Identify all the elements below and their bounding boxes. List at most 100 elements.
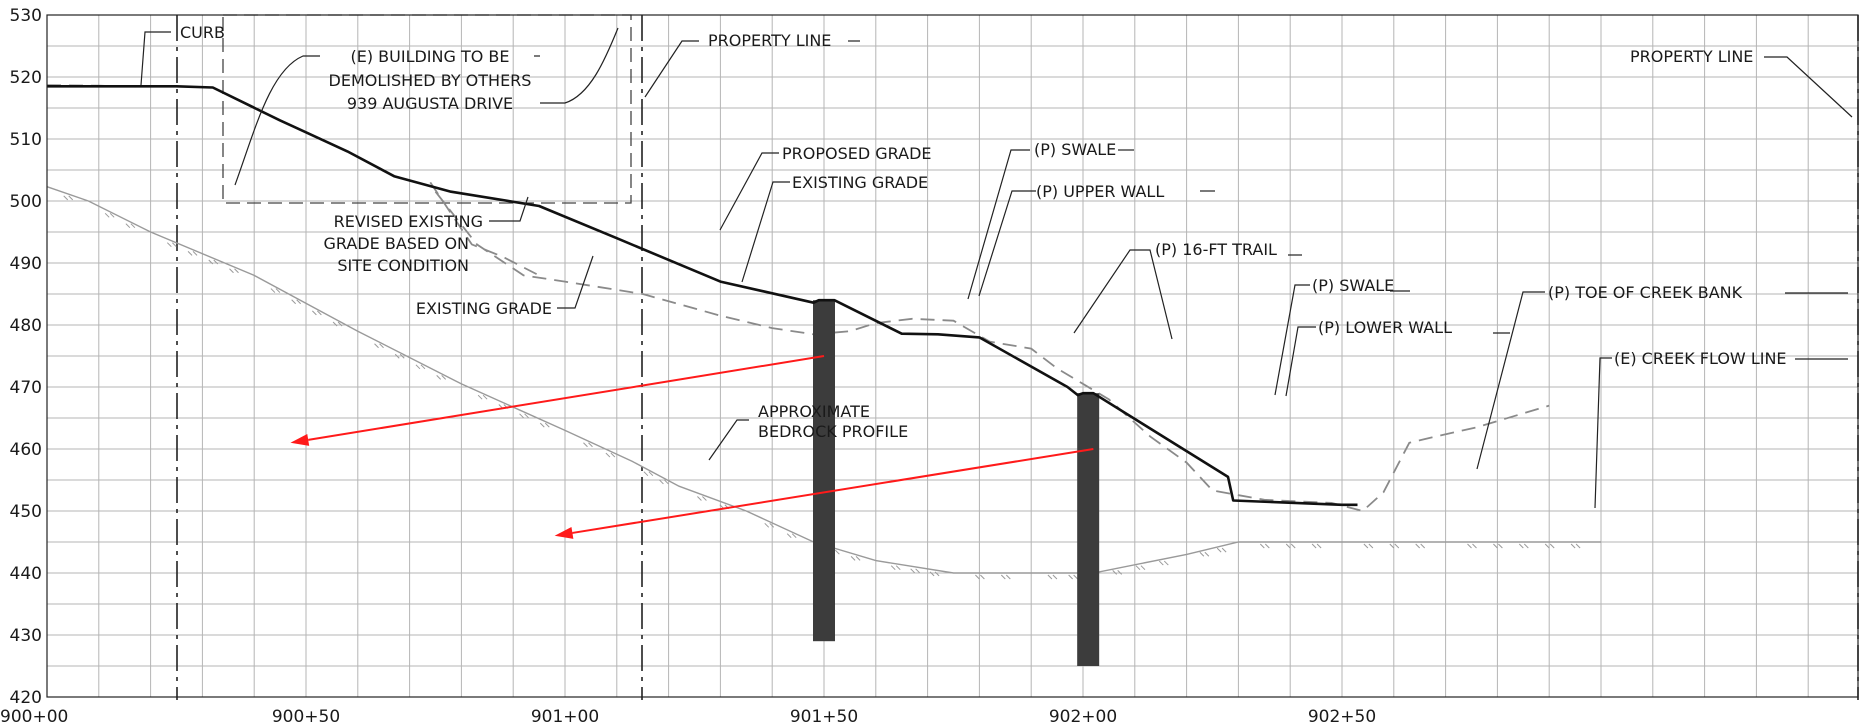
hatch-tick <box>1472 543 1477 549</box>
hatch-tick <box>270 288 276 293</box>
hatch-tick <box>929 571 935 577</box>
hatch-tick <box>332 321 338 327</box>
x-tick-label: 902+50 <box>1308 707 1376 727</box>
label-building-line3: 939 AUGUSTA DRIVE <box>347 94 513 113</box>
x-tick-label: 900+50 <box>272 707 340 727</box>
label-building-line1: (E) BUILDING TO BE <box>350 47 509 66</box>
hatch-tick <box>1570 543 1576 549</box>
hatch-tick <box>934 571 940 577</box>
hatch-tick <box>1216 547 1222 553</box>
label-property-line-right: PROPERTY LINE <box>1630 47 1753 66</box>
hatch-tick <box>1204 551 1210 557</box>
red-arrows <box>290 355 1094 539</box>
hatch-tick <box>394 353 400 359</box>
hatch-tick <box>1420 543 1426 549</box>
hatch-tick <box>1163 560 1169 566</box>
hatch-tick <box>855 556 861 561</box>
hatch-tick <box>1199 551 1205 557</box>
revised-existing-grade-line <box>429 181 540 277</box>
hatch-tick <box>1394 543 1400 549</box>
hatch-tick <box>702 496 707 501</box>
hatch-tick <box>68 195 74 201</box>
hatch-tick <box>605 452 611 458</box>
hatch-tick <box>764 522 770 528</box>
label-bedrock-line2: BEDROCK PROFILE <box>758 422 908 441</box>
label-revised-existing-line3: SITE CONDITION <box>337 256 469 275</box>
red-arrow-shaft <box>572 448 1094 534</box>
lower-wall-pile <box>1077 393 1100 666</box>
label-proposed-grade: PROPOSED GRADE <box>782 144 932 163</box>
hatch-tick <box>296 299 301 305</box>
hatch-tick <box>1575 543 1581 549</box>
label-p-trail: (P) 16-FT TRAIL <box>1155 240 1277 259</box>
hatch-tick <box>1316 543 1322 549</box>
hatch-tick <box>1285 543 1291 549</box>
label-tails <box>534 40 1848 360</box>
y-tick-label: 440 <box>10 564 42 584</box>
hatch-tick <box>895 565 901 571</box>
grid <box>47 14 1858 698</box>
label-revised-existing-line1: REVISED EXISTING <box>334 212 483 231</box>
hatch-tick <box>643 471 649 477</box>
hatch-tick <box>187 251 193 256</box>
hatch-tick <box>171 242 177 248</box>
upper-wall-pile <box>813 300 835 642</box>
red-arrow-head <box>290 433 310 446</box>
hatch-tick <box>482 394 488 400</box>
x-tick-label: 902+00 <box>1049 707 1117 727</box>
hatch-tick <box>420 364 426 370</box>
label-building-line2: DEMOLISHED BY OTHERS <box>329 71 532 90</box>
label-p-swale-lower: (P) SWALE <box>1312 276 1394 295</box>
hatch-tick <box>648 471 654 477</box>
bedrock-hatching <box>63 195 1581 580</box>
hatch-tick <box>229 268 234 274</box>
hatch-tick <box>975 574 980 580</box>
hatch-tick <box>1047 574 1053 580</box>
y-tick-label: 460 <box>10 440 42 460</box>
hatch-tick <box>415 364 421 370</box>
hatch-tick <box>1000 574 1006 580</box>
hatch-tick <box>1493 543 1498 549</box>
hatch-tick <box>1073 574 1078 580</box>
y-tick-label: 450 <box>10 502 42 522</box>
hatch-tick <box>524 413 529 419</box>
hatch-tick <box>291 299 296 305</box>
hatch-tick <box>697 496 702 501</box>
hatch-tick <box>890 565 896 571</box>
hatch-tick <box>659 479 664 485</box>
bedrock-profile-line <box>46 186 1601 574</box>
label-bedrock-line1: APPROXIMATE <box>758 402 870 421</box>
hatch-tick <box>769 522 775 528</box>
hatch-tick <box>1549 543 1555 549</box>
hatch-tick <box>1363 543 1369 549</box>
hatch-tick <box>234 268 239 274</box>
hatch-tick <box>213 259 219 265</box>
hatch-tick <box>1112 569 1118 575</box>
hatch-tick <box>399 353 405 359</box>
existing-building-outline <box>222 14 632 204</box>
hatch-tick <box>109 212 115 218</box>
hatch-tick <box>166 242 172 248</box>
y-tick-label: 500 <box>10 192 42 212</box>
hatch-tick <box>1290 543 1296 549</box>
existing-grade-line <box>434 191 1550 512</box>
hatch-tick <box>1523 543 1529 549</box>
y-tick-label: 520 <box>10 68 42 88</box>
y-tick-label: 490 <box>10 254 42 274</box>
hatch-tick <box>125 223 131 229</box>
hatch-tick <box>1518 543 1524 549</box>
hatch-tick <box>1264 543 1270 549</box>
label-p-lower-wall: (P) LOWER WALL <box>1318 318 1452 337</box>
x-axis-labels: 900+00 900+50 901+00 901+50 902+00 902+50 <box>0 707 1376 727</box>
hatch-tick <box>208 259 214 265</box>
hatch-tick <box>374 343 379 349</box>
hatch-tick <box>1158 560 1164 566</box>
red-arrow-head <box>554 527 574 539</box>
label-p-toe-of-creek-bank: (P) TOE OF CREEK BANK <box>1548 283 1743 302</box>
hatch-tick <box>786 533 792 539</box>
hatch-tick <box>1389 543 1395 549</box>
hatch-tick <box>1005 574 1011 580</box>
hatch-tick <box>104 212 110 218</box>
y-tick-label: 420 <box>10 688 42 708</box>
